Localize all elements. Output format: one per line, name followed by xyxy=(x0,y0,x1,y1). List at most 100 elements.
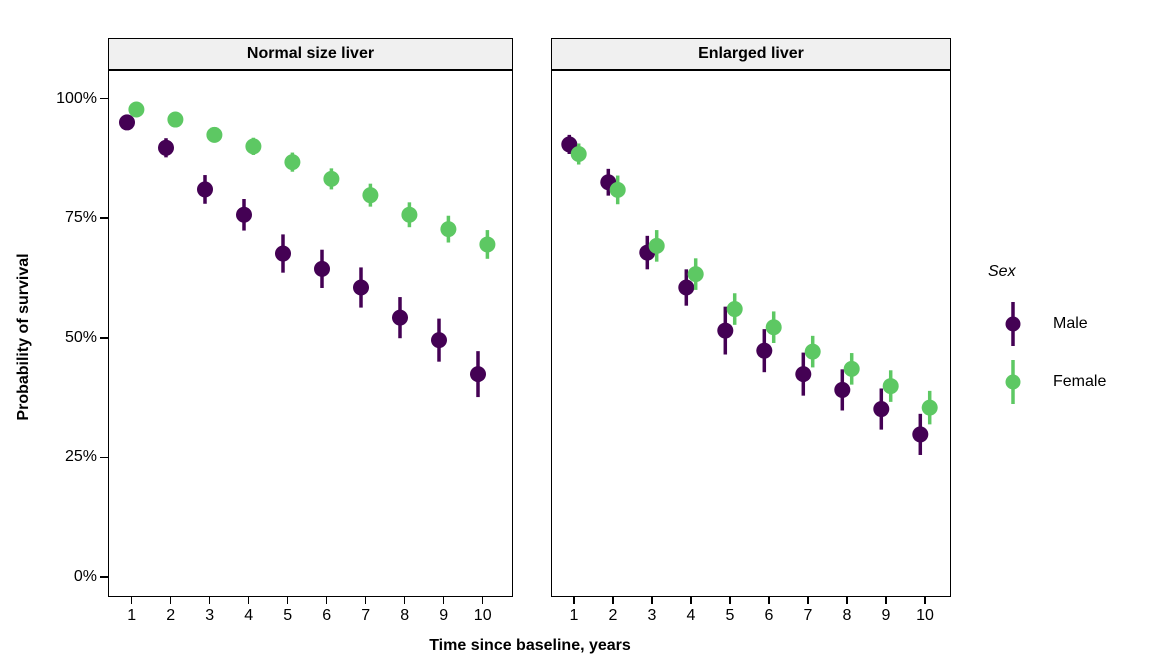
y-tick-mark xyxy=(100,456,108,459)
point-female-year-9 xyxy=(440,221,457,238)
x-tick-mark xyxy=(924,597,926,604)
x-tick-label: 6 xyxy=(764,607,774,624)
point-female-year-8 xyxy=(843,360,860,377)
y-tick-label: 50% xyxy=(64,328,97,346)
legend-title: Sex xyxy=(988,263,1016,280)
point-male-year-7 xyxy=(353,279,369,296)
x-tick-mark xyxy=(807,597,809,604)
facet-title: Enlarged liver xyxy=(698,45,804,62)
point-male-year-9 xyxy=(873,401,890,418)
x-tick-label: 4 xyxy=(686,607,696,624)
x-tick-label: 3 xyxy=(205,607,215,624)
point-female-year-3 xyxy=(648,237,665,254)
x-tick-mark xyxy=(612,597,614,604)
y-tick-mark xyxy=(100,217,108,219)
plot-panel-normal-liver xyxy=(108,70,513,597)
point-female-year-7 xyxy=(804,343,821,360)
x-tick-mark xyxy=(286,597,289,604)
point-female-year-5 xyxy=(726,301,743,318)
point-female-year-6 xyxy=(323,170,340,187)
x-tick-mark xyxy=(690,597,692,604)
x-axis-title: Time since baseline, years xyxy=(429,637,631,654)
x-tick-mark xyxy=(729,597,731,604)
point-female-year-6 xyxy=(765,319,782,336)
point-male-year-5 xyxy=(717,322,734,339)
y-tick-label: 75% xyxy=(64,209,97,227)
point-male-year-7 xyxy=(795,366,812,383)
y-tick-label: 25% xyxy=(64,448,97,466)
point-female-year-1 xyxy=(128,101,145,118)
point-female-year-2 xyxy=(167,111,184,128)
facet-strip-normal-liver: Normal size liver xyxy=(108,38,513,70)
x-tick-mark xyxy=(325,597,328,604)
y-tick-label: 100% xyxy=(56,89,97,107)
x-tick-label: 1 xyxy=(127,607,137,624)
x-tick-label: 5 xyxy=(725,607,735,624)
point-female-year-7 xyxy=(362,187,379,204)
plot-panel-enlarged-liver xyxy=(551,70,951,597)
x-tick-mark xyxy=(403,597,406,604)
point-male-year-3 xyxy=(197,181,213,198)
male-pointrange-key-icon xyxy=(1005,302,1021,346)
y-tick-mark xyxy=(100,337,108,339)
point-male-year-6 xyxy=(314,260,330,277)
x-tick-mark xyxy=(208,597,211,604)
point-male-year-9 xyxy=(431,332,447,349)
x-tick-label: 8 xyxy=(842,607,852,624)
y-tick-mark xyxy=(100,97,108,100)
point-female-year-3 xyxy=(206,126,223,143)
x-tick-label: 4 xyxy=(244,607,254,624)
point-male-year-4 xyxy=(236,206,252,223)
point-female-year-4 xyxy=(687,266,704,283)
point-female-year-10 xyxy=(479,236,496,253)
x-tick-label: 6 xyxy=(322,607,332,624)
legend: Sex Male Female xyxy=(975,255,1145,425)
x-tick-mark xyxy=(247,597,250,604)
legend-label-male: Male xyxy=(1053,315,1088,332)
x-tick-mark xyxy=(364,597,367,604)
point-male-year-1 xyxy=(119,114,135,131)
point-male-year-6 xyxy=(756,342,773,359)
facet-title: Normal size liver xyxy=(246,45,375,62)
point-male-year-10 xyxy=(912,426,929,443)
x-tick-label: 8 xyxy=(400,607,410,624)
y-tick-label: 0% xyxy=(73,568,97,585)
x-tick-label: 3 xyxy=(647,607,657,624)
point-male-year-8 xyxy=(834,381,851,398)
x-tick-mark xyxy=(481,597,484,604)
x-tick-mark xyxy=(885,597,887,604)
x-tick-label: 1 xyxy=(569,607,579,624)
point-male-year-10 xyxy=(470,366,486,383)
facet-strip-enlarged-liver: Enlarged liver xyxy=(551,38,951,70)
point-male-year-4 xyxy=(678,279,695,296)
point-female-year-5 xyxy=(284,154,301,171)
x-tick-label: 10 xyxy=(473,607,492,624)
female-pointrange-key-icon xyxy=(1005,360,1021,404)
point-male-year-5 xyxy=(275,245,291,262)
x-tick-label: 2 xyxy=(166,607,176,624)
legend-label-female: Female xyxy=(1053,373,1107,390)
x-tick-label: 2 xyxy=(608,607,618,624)
x-tick-label: 7 xyxy=(803,607,813,624)
legend-entry-male: Male xyxy=(990,300,1088,348)
x-tick-label: 7 xyxy=(361,607,371,624)
point-female-year-10 xyxy=(921,399,938,416)
x-tick-mark xyxy=(130,597,133,604)
point-male-year-8 xyxy=(392,309,408,326)
x-tick-label: 9 xyxy=(881,607,891,624)
x-tick-mark xyxy=(573,597,575,604)
x-tick-mark xyxy=(442,597,445,604)
point-female-year-8 xyxy=(401,206,418,223)
point-female-year-2 xyxy=(609,181,626,198)
x-tick-label: 10 xyxy=(916,607,934,624)
y-tick-mark xyxy=(100,576,108,578)
x-tick-mark xyxy=(846,597,848,604)
x-tick-mark xyxy=(651,597,653,604)
x-tick-label: 5 xyxy=(283,607,293,624)
x-tick-mark xyxy=(169,597,172,604)
point-female-year-4 xyxy=(245,138,262,155)
x-tick-label: 9 xyxy=(439,607,449,624)
point-female-year-1 xyxy=(570,146,587,163)
